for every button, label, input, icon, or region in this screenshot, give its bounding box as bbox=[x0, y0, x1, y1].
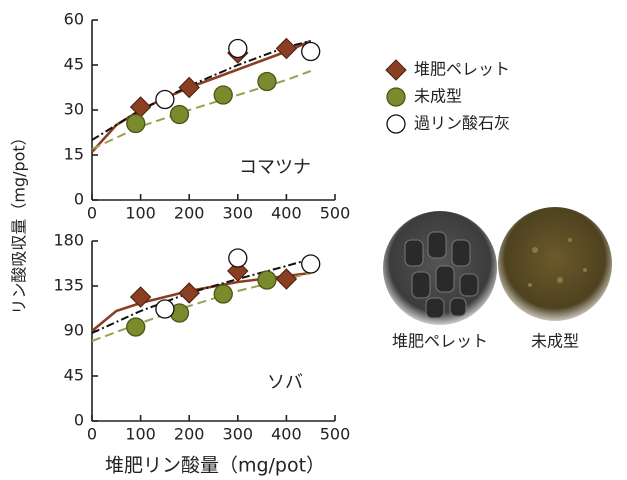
x-tick-label: 0 bbox=[87, 425, 97, 444]
y-tick-label: 30 bbox=[64, 100, 84, 119]
x-tick-label: 200 bbox=[174, 204, 205, 223]
circle-marker bbox=[302, 43, 320, 61]
figure: 堆肥ペレット 未成型 リン酸吸収量（mg/pot） 堆肥リン酸量（mg/pot）… bbox=[0, 0, 627, 480]
circle-marker bbox=[214, 86, 232, 104]
x-tick-label: 300 bbox=[223, 204, 254, 223]
x-tick-label: 100 bbox=[125, 204, 156, 223]
circle-marker bbox=[229, 249, 247, 267]
diamond-marker bbox=[386, 60, 406, 80]
x-tick-label: 100 bbox=[125, 425, 156, 444]
y-tick-label: 15 bbox=[64, 145, 84, 164]
x-tick-label: 0 bbox=[87, 204, 97, 223]
photo-unformed bbox=[498, 207, 612, 321]
annotation: コマツナ bbox=[239, 157, 311, 178]
circle-marker bbox=[156, 300, 174, 318]
x-tick-label: 400 bbox=[271, 425, 302, 444]
circle-marker bbox=[258, 271, 276, 289]
y-tick-label: 45 bbox=[64, 366, 84, 385]
photo-pellet bbox=[383, 211, 497, 325]
y-tick-label: 90 bbox=[64, 321, 84, 340]
y-tick-label: 60 bbox=[64, 10, 84, 29]
x-tick-label: 500 bbox=[320, 425, 351, 444]
circle-marker bbox=[156, 91, 174, 109]
circle-marker bbox=[302, 255, 320, 273]
circle-marker bbox=[170, 106, 188, 124]
diamond-marker bbox=[179, 283, 199, 303]
y-tick-label: 0 bbox=[74, 190, 84, 209]
x-axis-label: 堆肥リン酸量（mg/pot） bbox=[105, 455, 325, 477]
x-tick-label: 200 bbox=[174, 425, 205, 444]
x-tick-label: 300 bbox=[223, 425, 254, 444]
photo-caption: 未成型 bbox=[531, 332, 579, 351]
y-tick-label: 135 bbox=[53, 276, 84, 295]
x-tick-label: 500 bbox=[320, 204, 351, 223]
diamond-marker bbox=[276, 269, 296, 289]
diamond-marker bbox=[179, 78, 199, 98]
y-tick-label: 0 bbox=[74, 411, 84, 430]
circle-marker bbox=[387, 88, 405, 106]
legend-label: 堆肥ペレット bbox=[414, 60, 510, 79]
photo-caption: 堆肥ペレット bbox=[392, 332, 488, 351]
diamond-marker bbox=[276, 39, 296, 59]
annotation: ソバ bbox=[267, 372, 303, 393]
trend-line bbox=[92, 259, 311, 333]
y-tick-label: 180 bbox=[53, 231, 84, 250]
circle-marker bbox=[127, 115, 145, 133]
circle-marker bbox=[127, 318, 145, 336]
y-tick-label: 45 bbox=[64, 55, 84, 74]
circle-marker bbox=[387, 115, 405, 133]
y-axis-label: リン酸吸収量（mg/pot） bbox=[10, 129, 29, 314]
circle-marker bbox=[229, 40, 247, 58]
legend-label: 過リン酸石灰 bbox=[414, 114, 510, 133]
trend-line bbox=[92, 41, 311, 152]
x-tick-label: 400 bbox=[271, 204, 302, 223]
circle-marker bbox=[258, 73, 276, 91]
legend-label: 未成型 bbox=[414, 87, 462, 106]
circle-marker bbox=[214, 285, 232, 303]
